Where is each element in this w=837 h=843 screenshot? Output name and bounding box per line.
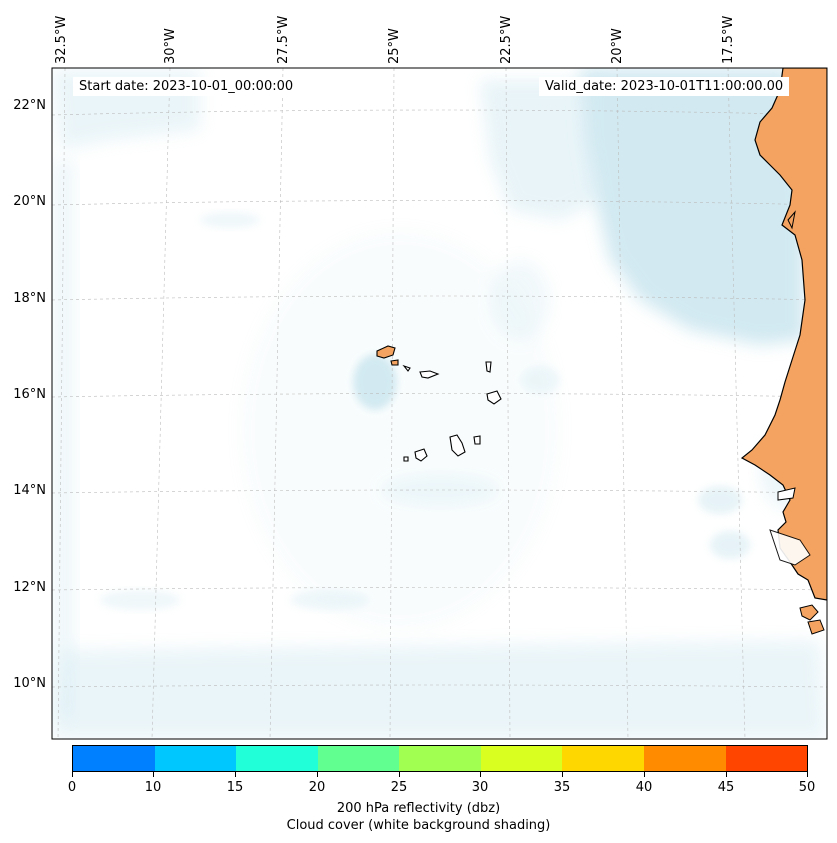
colorbar-tick-label: 10 [144, 780, 162, 795]
cloud-cover-layer [52, 68, 827, 739]
colorbar-segment [317, 746, 400, 771]
colorbar-tick [562, 772, 563, 777]
colorbar-title: 200 hPa reflectivity (dbz) [336, 801, 501, 816]
latitude-label: 22°N [13, 98, 46, 113]
colorbar-tick-label: 15 [226, 780, 244, 795]
colorbar-tick-label: 20 [308, 780, 326, 795]
colorbar [72, 745, 808, 772]
colorbar-tick-label: 25 [390, 780, 408, 795]
island-fogo [414, 448, 428, 462]
island-sal [485, 361, 492, 373]
longitude-label: 32.5°W [54, 15, 69, 64]
colorbar-subtitle: Cloud cover (white background shading) [286, 818, 551, 833]
gambia-inlet [777, 487, 796, 501]
colorbar-tick [807, 772, 808, 777]
island-sao-nicolau [419, 370, 440, 379]
colorbar-segment [154, 746, 237, 771]
island-boa-vista [486, 390, 502, 405]
latitude-label: 18°N [13, 291, 46, 306]
colorbar-tick-label: 50 [798, 780, 816, 795]
cape-verde-islands [376, 345, 502, 462]
colorbar-tick [480, 772, 481, 777]
map-frame [51, 67, 828, 740]
island-maio [473, 435, 481, 445]
colorbar-segment [480, 746, 563, 771]
colorbar-tick [153, 772, 154, 777]
latitude-label: 16°N [13, 387, 46, 402]
graticule [52, 68, 827, 739]
start-date-label: Start date: 2023-10-01_00:00:00 [73, 77, 300, 96]
island-santo-antao [376, 345, 396, 359]
colorbar-segment [643, 746, 726, 771]
latitude-label: 10°N [13, 676, 46, 691]
island-sao-vicente [390, 359, 399, 366]
longitude-label: 27.5°W [276, 15, 291, 64]
latitude-label: 14°N [13, 483, 46, 498]
colorbar-segment [236, 746, 318, 771]
colorbar-tick-label: 35 [553, 780, 571, 795]
latitude-label: 12°N [13, 580, 46, 595]
colorbar-segment [399, 746, 481, 771]
colorbar-tick [726, 772, 727, 777]
latitude-label: 20°N [13, 194, 46, 209]
colorbar-tick-label: 0 [67, 780, 77, 795]
island-santiago [449, 434, 466, 457]
colorbar-tick [399, 772, 400, 777]
colorbar-tick [317, 772, 318, 777]
island-brava [403, 456, 409, 462]
colorbar-tick [644, 772, 645, 777]
longitude-label: 17.5°W [721, 15, 736, 64]
colorbar-tick-label: 45 [717, 780, 735, 795]
colorbar-segment [73, 746, 155, 771]
colorbar-segment [725, 746, 808, 771]
colorbar-tick [72, 772, 73, 777]
colorbar-tick [235, 772, 236, 777]
colorbar-segment [562, 746, 644, 771]
longitude-label: 22.5°W [499, 15, 514, 64]
longitude-label: 25°W [387, 28, 402, 64]
colorbar-tick-label: 40 [635, 780, 653, 795]
colorbar-tick-label: 30 [471, 780, 489, 795]
longitude-label: 30°W [163, 28, 178, 64]
longitude-label: 20°W [610, 28, 625, 64]
valid-date-label: Valid_date: 2023-10-01T11:00:00.00 [539, 77, 790, 96]
